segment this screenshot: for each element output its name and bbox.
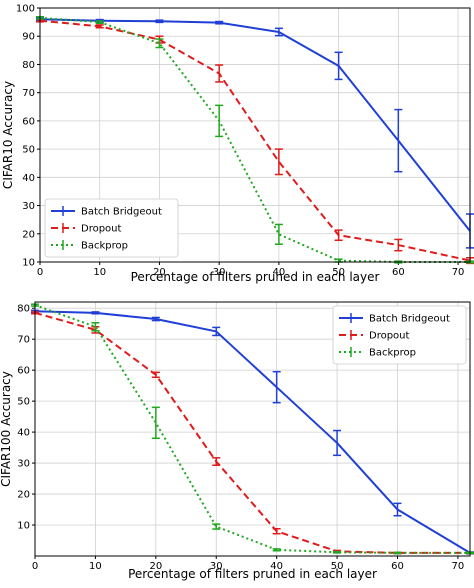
chart-2-y-axis-title: CIFAR100 Accuracy <box>0 371 13 487</box>
chart-2-x-tick-label: 10 <box>89 561 102 572</box>
chart-2-legend-box <box>332 305 467 365</box>
chart-1-x-tick-label: 70 <box>452 267 465 278</box>
chart-2-x-tick-label: 40 <box>270 561 283 572</box>
chart-1-y-tick-label: 90 <box>22 32 35 43</box>
chart-2-frame <box>34 301 471 557</box>
chart-2-y-tick-label: 80 <box>17 304 30 315</box>
chart-1-x-axis-title: Percentage of filters pruned in each lay… <box>131 270 380 284</box>
chart-2: 0 10 20 30 40 50 60 70 10 20 30 40 50 60 70 80 Percentag… <box>0 301 474 581</box>
chart-1-y-tick-label: 60 <box>22 116 35 127</box>
chart-1-y-tick-label: 80 <box>22 60 35 71</box>
chart-1-y-tick-label: 70 <box>22 88 35 99</box>
chart-2-x-tick-label: 60 <box>391 561 404 572</box>
chart-1-y-tick-label: 100 <box>16 4 35 15</box>
chart-1-x-tick-label: 40 <box>273 267 286 278</box>
chart-2-y-tick-label: 60 <box>17 366 30 377</box>
chart-1-x-tick-label: 60 <box>392 267 405 278</box>
chart-2-y-tick-label: 50 <box>17 397 30 408</box>
chart-1-y-tick-label: 50 <box>22 145 35 156</box>
chart-2-y-tick-label: 70 <box>17 335 30 346</box>
chart-1-x-tick-label: 20 <box>153 267 166 278</box>
chart-1-y-axis-title: CIFAR10 Accuracy <box>1 81 15 189</box>
chart-1-y-tick-label: 20 <box>22 229 35 240</box>
chart-1-legend: Batch Bridgeout Dropout Backprop <box>44 198 179 258</box>
chart-1-series-3 <box>36 15 474 264</box>
chart-1-x-tick-label: 50 <box>332 267 345 278</box>
chart-1-x-tick-label: 30 <box>213 267 226 278</box>
chart-1-series-1-line <box>39 18 471 232</box>
chart-2-legend: Batch Bridgeout Dropout Backprop <box>332 305 467 365</box>
chart-1-series-3-line <box>39 16 470 263</box>
chart-1-y-tick-label: 10 <box>22 258 35 269</box>
chart-1-series-2-line <box>39 19 471 262</box>
chart-2-x-tick-label: 20 <box>149 561 162 572</box>
chart-2-series-2-line <box>34 311 470 554</box>
chart-1-legend-label: Batch Bridgeout <box>81 207 162 218</box>
chart-2-y-tick-label: 30 <box>17 459 30 470</box>
chart-2-series-3-line <box>34 304 470 554</box>
chart-2-series-1 <box>31 309 474 555</box>
chart-1: 0 10 20 30 40 50 60 70102030405060708090100Perc… <box>1 4 474 284</box>
chart-2-y-tick-label: 20 <box>17 490 30 501</box>
chart-1-x-tick-label: 10 <box>93 267 106 278</box>
chart-1-legend-label: Backprop <box>81 241 128 252</box>
chart-2-y-tick-label: 10 <box>17 521 30 532</box>
chart-2-series-1-line <box>34 310 471 554</box>
chart-1-x-tick-label: 0 <box>37 267 43 278</box>
chart-1-frame <box>39 7 471 263</box>
chart-2-legend-label: Dropout <box>369 331 410 342</box>
chart-2-x-tick-label: 0 <box>32 561 38 572</box>
chart-2-legend-label: Backprop <box>369 348 416 359</box>
chart-2-x-tick-label: 30 <box>210 561 223 572</box>
chart-2-x-tick-label: 50 <box>331 561 344 572</box>
chart-1-y-tick-label: 40 <box>22 173 35 184</box>
chart-2-y-tick-label: 40 <box>17 428 30 439</box>
chart-2-legend-label: Batch Bridgeout <box>369 314 450 325</box>
chart-1-y-tick-label: 30 <box>22 201 35 212</box>
chart-1-legend-label: Dropout <box>81 224 122 235</box>
chart-2-x-tick-label: 70 <box>452 561 465 572</box>
chart-1-legend-box <box>44 198 179 258</box>
chart-2-x-axis-title: Percentage of filters pruned in each lay… <box>128 567 377 581</box>
